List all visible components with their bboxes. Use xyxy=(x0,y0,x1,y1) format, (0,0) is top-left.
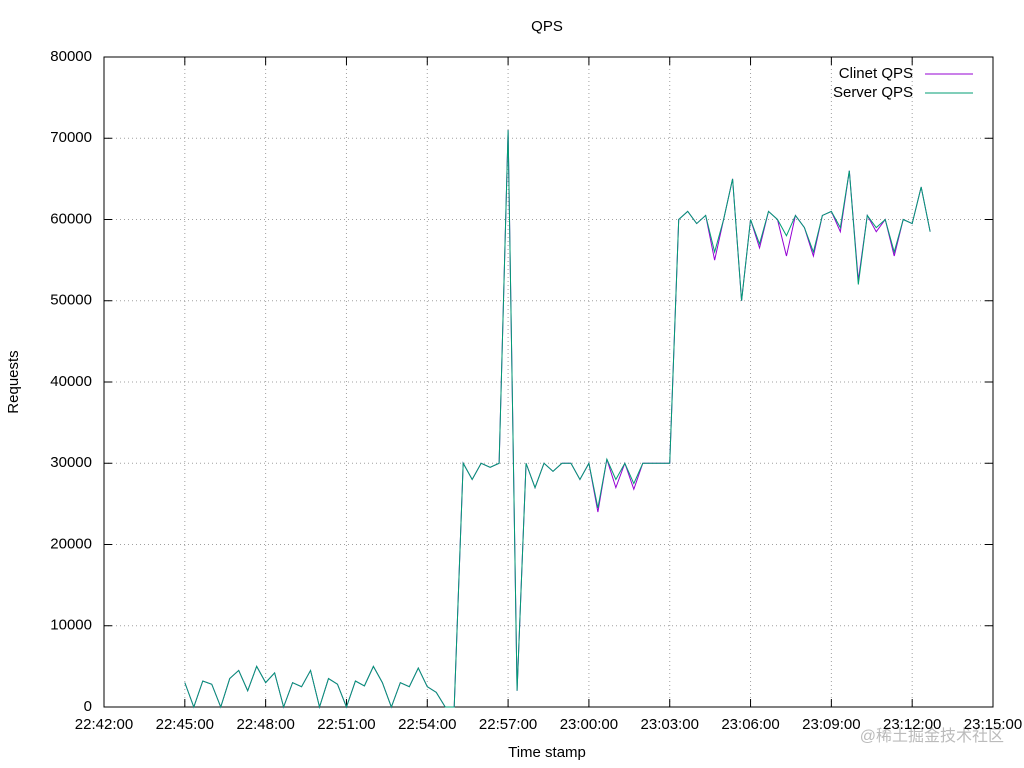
x-tick-label: 23:15:00 xyxy=(964,716,1022,733)
series-line xyxy=(184,130,931,709)
x-tick-label: 23:03:00 xyxy=(641,716,699,733)
y-tick-label: 60000 xyxy=(50,210,92,227)
x-axis-label: Time stamp xyxy=(508,744,586,761)
y-tick-label: 50000 xyxy=(50,292,92,309)
legend-label: Clinet QPS xyxy=(839,65,913,82)
y-tick-label: 0 xyxy=(84,698,92,715)
x-tick-label: 22:45:00 xyxy=(156,716,214,733)
x-tick-label: 23:00:00 xyxy=(560,716,618,733)
y-tick-label: 10000 xyxy=(50,617,92,634)
chart-title: QPS xyxy=(531,18,563,35)
x-tick-label: 22:51:00 xyxy=(317,716,375,733)
x-tick-label: 23:06:00 xyxy=(721,716,779,733)
x-tick-label: 23:09:00 xyxy=(802,716,860,733)
series-line xyxy=(184,130,931,709)
x-tick-label: 23:12:00 xyxy=(883,716,941,733)
x-tick-label: 22:54:00 xyxy=(398,716,456,733)
plot-frame xyxy=(103,56,994,708)
y-tick-label: 20000 xyxy=(50,535,92,552)
y-tick-label: 80000 xyxy=(50,48,92,65)
y-axis-label: Requests xyxy=(5,350,22,413)
x-tick-label: 22:42:00 xyxy=(75,716,133,733)
y-tick-label: 40000 xyxy=(50,373,92,390)
watermark: @稀土掘金技术社区 xyxy=(860,727,1004,745)
y-tick-label: 30000 xyxy=(50,454,92,471)
y-tick-label: 70000 xyxy=(50,129,92,146)
legend-label: Server QPS xyxy=(833,84,913,101)
x-tick-label: 22:48:00 xyxy=(236,716,294,733)
x-tick-label: 22:57:00 xyxy=(479,716,537,733)
